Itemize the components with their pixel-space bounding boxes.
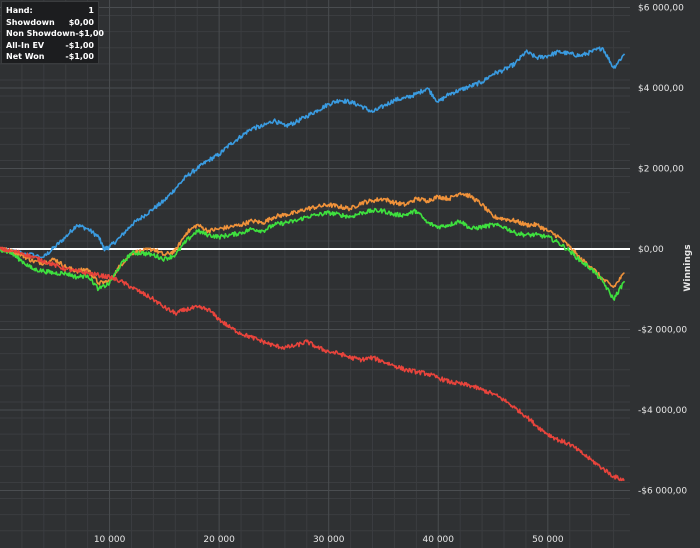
series-layer bbox=[0, 46, 626, 482]
stats-panel: Hand: 1 Showdown $0,00 Non Showdown -$1,… bbox=[1, 1, 104, 64]
series-line-0 bbox=[0, 46, 626, 259]
stat-row-hand: Hand: 1 bbox=[6, 5, 94, 17]
y-tick-label: $4 000,00 bbox=[638, 84, 684, 94]
x-axis-ticks: 10 000 20 000 30 000 40 000 50 000 bbox=[94, 535, 564, 545]
stat-row-all-in-ev: All-In EV -$1,00 bbox=[6, 40, 94, 52]
stat-row-non-showdown: Non Showdown -$1,00 bbox=[6, 28, 104, 40]
stat-label: Hand: bbox=[6, 6, 33, 15]
stat-label: Showdown bbox=[6, 17, 55, 27]
stat-label: Non Showdown bbox=[6, 29, 76, 38]
stat-value: 1 bbox=[88, 6, 94, 15]
stat-row-showdown: Showdown $0,00 bbox=[6, 17, 94, 29]
stat-value: -$1,00 bbox=[75, 29, 104, 38]
series-line-1 bbox=[0, 191, 625, 288]
x-tick-label: 10 000 bbox=[94, 535, 126, 545]
plot-background bbox=[0, 0, 630, 548]
x-tick-label: 20 000 bbox=[203, 535, 235, 545]
series-line-2 bbox=[0, 207, 626, 301]
stat-value: $0,00 bbox=[68, 17, 94, 27]
stat-label: Net Won bbox=[6, 52, 45, 61]
y-axis-title: Winnings bbox=[683, 244, 693, 291]
grid-major bbox=[0, 0, 630, 548]
grid-minor bbox=[0, 0, 630, 548]
x-tick-label: 30 000 bbox=[313, 535, 345, 545]
stat-value: -$1,00 bbox=[65, 52, 94, 61]
x-tick-label: 40 000 bbox=[423, 535, 455, 545]
series-line-3 bbox=[0, 246, 625, 482]
x-tick-label: 50 000 bbox=[532, 535, 564, 545]
y-tick-label: $0,00 bbox=[638, 245, 664, 255]
y-tick-label: $2 000,00 bbox=[638, 165, 684, 175]
stat-value: -$1,00 bbox=[65, 40, 94, 50]
y-axis-ticks: $6 000,00 $4 000,00 $2 000,00 $0,00 -$2 000,… bbox=[638, 4, 687, 497]
y-tick-label: -$2 000,00 bbox=[638, 326, 687, 336]
y-tick-label: -$4 000,00 bbox=[638, 406, 687, 416]
stat-row-net-won: Net Won -$1,00 bbox=[6, 51, 94, 63]
stat-label: All-In EV bbox=[6, 40, 45, 50]
y-tick-label: -$6 000,00 bbox=[638, 487, 687, 497]
y-tick-label: $6 000,00 bbox=[638, 4, 684, 14]
